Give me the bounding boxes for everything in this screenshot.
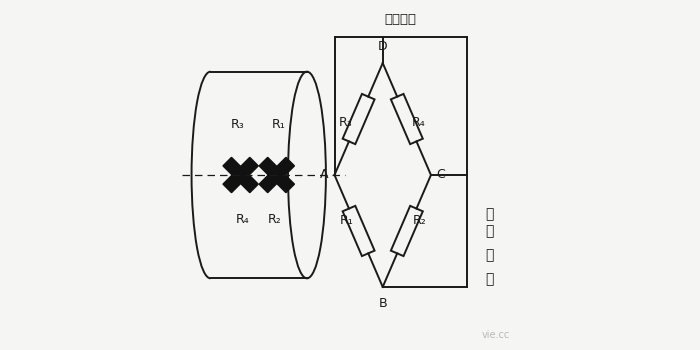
Text: 量: 量 (485, 224, 494, 238)
Text: 出: 出 (485, 272, 494, 286)
Text: D: D (378, 40, 388, 53)
Text: 输: 输 (485, 248, 494, 262)
Text: R₂: R₂ (268, 213, 282, 226)
Text: R₃: R₃ (230, 119, 244, 132)
Text: vie.cc: vie.cc (482, 330, 510, 340)
Text: R₁: R₁ (340, 214, 354, 227)
Text: R₁: R₁ (272, 119, 286, 132)
Text: R₄: R₄ (412, 116, 426, 129)
Text: A: A (320, 168, 328, 182)
Text: R₄: R₄ (235, 213, 249, 226)
Text: R₃: R₃ (339, 116, 352, 129)
Polygon shape (223, 158, 258, 192)
Text: 激励输入: 激励输入 (385, 14, 416, 27)
Text: C: C (436, 168, 445, 182)
Text: B: B (379, 297, 387, 310)
Polygon shape (259, 158, 295, 192)
Polygon shape (223, 158, 258, 192)
Text: R₂: R₂ (413, 214, 427, 227)
Text: 测: 测 (485, 207, 494, 221)
Polygon shape (259, 158, 295, 192)
